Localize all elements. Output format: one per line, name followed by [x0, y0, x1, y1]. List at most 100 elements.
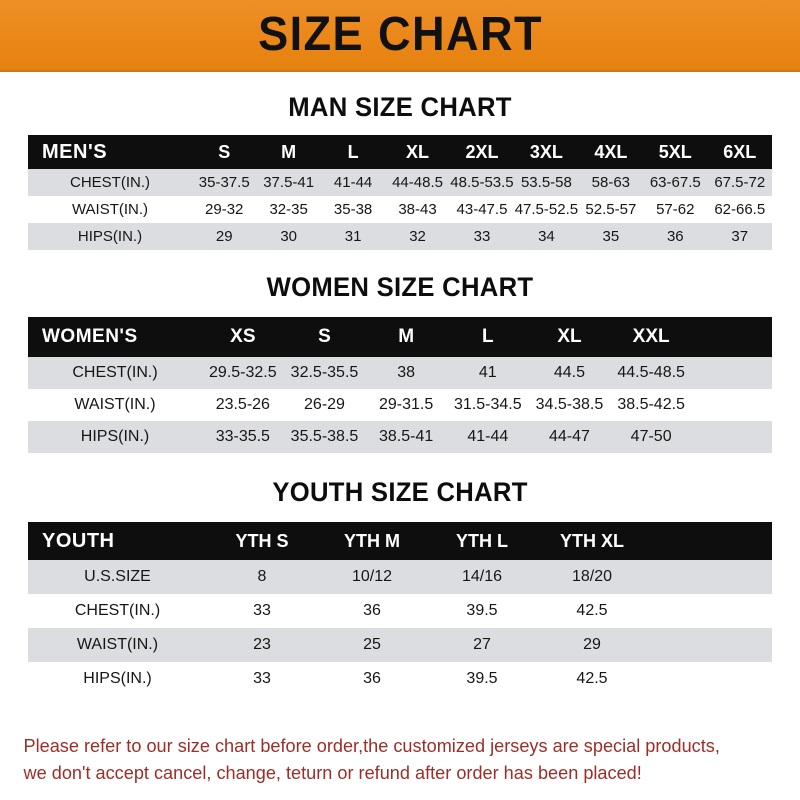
page-title: SIZE CHART [257, 8, 543, 61]
table-cell: 14/16 [427, 560, 537, 594]
table-row: HIPS(IN.) 33 36 39.5 42.5 [28, 662, 772, 696]
women-size-table: WOMEN'S XS S M L XL XXL CHEST(IN.) 29.5-… [28, 317, 772, 453]
footer-disclaimer-line-1: Please refer to our size chart before or… [23, 735, 720, 757]
table-cell: 41-44 [446, 421, 529, 453]
table-row: WAIST(IN.) 23.5-26 26-29 29-31.5 31.5-34… [28, 389, 772, 421]
table-cell: 31 [320, 223, 386, 250]
table-row: WAIST(IN.) 23 25 27 29 [28, 628, 772, 662]
table-cell: 42.5 [537, 594, 647, 628]
youth-section-title: YOUTH SIZE CHART [272, 477, 528, 507]
table-column-header-empty [647, 522, 772, 560]
man-size-table: MEN'S S M L XL 2XL 3XL 4XL 5XL 6XL CHEST… [28, 135, 772, 250]
table-cell: 38-43 [385, 196, 450, 223]
table-header-row: YOUTH YTH S YTH M YTH L YTH XL [28, 522, 772, 560]
table-cell: 36 [643, 223, 708, 250]
women-section-title: WOMEN SIZE CHART [266, 272, 534, 302]
table-column-header: 6XL [723, 141, 757, 162]
table-row-label: CHEST(IN.) [28, 169, 192, 196]
table-cell: 63-67.5 [643, 169, 708, 196]
table-cell: 29.5-32.5 [202, 357, 284, 389]
table-cell: 10/12 [317, 560, 427, 594]
table-cell: 47.5-52.5 [514, 196, 579, 223]
table-cell: 41-44 [320, 169, 386, 196]
table-cell: 29 [192, 223, 257, 250]
man-section-title: MAN SIZE CHART [288, 92, 512, 122]
table-row-label: U.S.SIZE [28, 560, 207, 594]
table-cell-empty [647, 594, 772, 628]
table-cell: 38.5-41 [365, 421, 447, 453]
table-cell: 35.5-38.5 [283, 421, 366, 453]
table-header-row: MEN'S S M L XL 2XL 3XL 4XL 5XL 6XL [28, 135, 772, 169]
table-column-header: M [281, 141, 297, 162]
table-row: CHEST(IN.) 29.5-32.5 32.5-35.5 38 41 44.… [28, 357, 772, 389]
table-row-label: CHEST(IN.) [28, 594, 207, 628]
women-size-table-wrapper: WOMEN'S XS S M L XL XXL CHEST(IN.) 29.5-… [28, 317, 772, 453]
table-cell: 18/20 [537, 560, 647, 594]
table-row: WAIST(IN.) 29-32 32-35 35-38 38-43 43-47… [28, 196, 772, 223]
table-cell: 36 [317, 594, 427, 628]
footer-disclaimer: Please refer to our size chart before or… [0, 733, 784, 786]
table-cell: 29-31.5 [365, 389, 447, 421]
table-cell-empty [647, 560, 772, 594]
table-cell: 33 [207, 662, 317, 696]
table-cell: 37.5-41 [256, 169, 321, 196]
table-cell: 26-29 [283, 389, 366, 421]
table-cell: 38.5-42.5 [610, 389, 692, 421]
table-cell: 27 [427, 628, 537, 662]
table-cell: 47-50 [610, 421, 692, 453]
table-column-header: M [398, 326, 415, 347]
table-cell: 34 [514, 223, 579, 250]
table-column-header: XXL [632, 326, 670, 347]
table-cell: 37 [707, 223, 772, 250]
youth-size-table: YOUTH YTH S YTH M YTH L YTH XL U.S.SIZE … [28, 522, 772, 696]
table-corner-label: WOMEN'S [42, 326, 138, 347]
table-column-header: YTH XL [559, 530, 624, 551]
table-cell: 48.5-53.5 [449, 169, 515, 196]
table-cell-empty [647, 662, 772, 696]
table-cell: 62-66.5 [707, 196, 772, 223]
table-cell: 44-47 [528, 421, 611, 453]
table-cell: 33-35.5 [202, 421, 284, 453]
table-cell: 32 [385, 223, 450, 250]
table-cell-empty [692, 421, 772, 453]
table-column-header: YTH S [235, 530, 289, 551]
table-column-header: 4XL [594, 141, 628, 162]
table-cell: 52.5-57 [578, 196, 644, 223]
table-cell: 43-47.5 [449, 196, 515, 223]
table-cell: 32-35 [256, 196, 321, 223]
table-header-row: WOMEN'S XS S M L XL XXL [28, 317, 772, 357]
table-cell: 30 [256, 223, 321, 250]
table-row-label: WAIST(IN.) [28, 389, 202, 421]
table-row: U.S.SIZE 8 10/12 14/16 18/20 [28, 560, 772, 594]
table-row-label: WAIST(IN.) [28, 628, 207, 662]
table-column-header: XL [406, 141, 430, 162]
table-cell: 8 [207, 560, 317, 594]
table-column-header-empty [692, 317, 772, 357]
table-column-header: L [481, 326, 494, 347]
table-cell: 33 [207, 594, 317, 628]
table-cell: 35-37.5 [192, 169, 257, 196]
table-column-header: 3XL [529, 141, 563, 162]
table-row-label: HIPS(IN.) [28, 223, 192, 250]
table-column-header: YTH M [344, 530, 400, 551]
table-corner-label: YOUTH [42, 529, 115, 552]
table-corner-label: MEN'S [42, 140, 108, 163]
table-cell: 44.5 [528, 357, 611, 389]
table-cell: 35-38 [320, 196, 386, 223]
table-row-label: WAIST(IN.) [28, 196, 192, 223]
table-cell: 57-62 [643, 196, 708, 223]
table-cell: 42.5 [537, 662, 647, 696]
table-column-header: YTH L [456, 530, 508, 551]
table-column-header: L [347, 141, 359, 162]
table-row: CHEST(IN.) 35-37.5 37.5-41 41-44 44-48.5… [28, 169, 772, 196]
youth-size-table-wrapper: YOUTH YTH S YTH M YTH L YTH XL U.S.SIZE … [28, 522, 772, 696]
table-cell: 25 [317, 628, 427, 662]
table-cell: 29 [537, 628, 647, 662]
table-cell: 39.5 [427, 662, 537, 696]
table-column-header: XS [230, 326, 256, 347]
table-row-label: HIPS(IN.) [28, 421, 202, 453]
table-cell: 41 [446, 357, 529, 389]
table-row: HIPS(IN.) 33-35.5 35.5-38.5 38.5-41 41-4… [28, 421, 772, 453]
table-cell: 36 [317, 662, 427, 696]
table-column-header: 2XL [465, 141, 499, 162]
